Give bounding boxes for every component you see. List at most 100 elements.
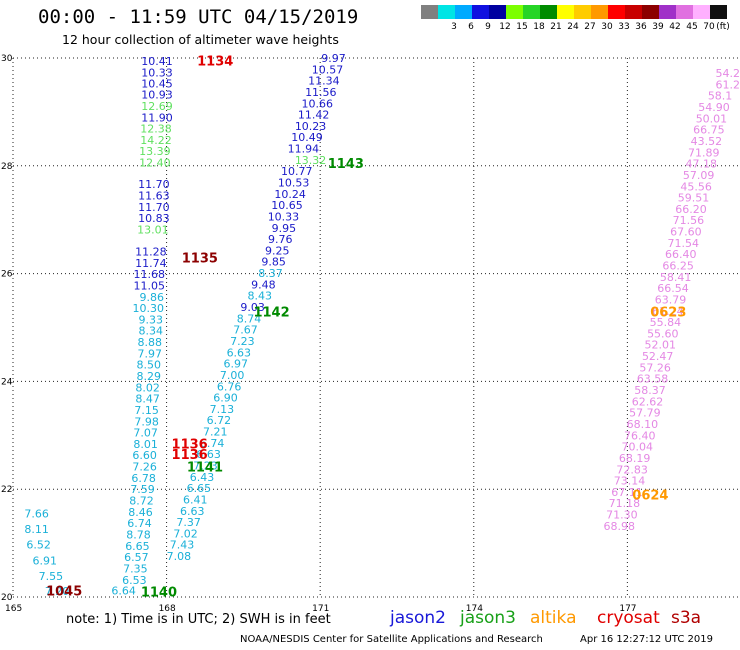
legend-altika: altika bbox=[530, 608, 577, 628]
data-point-label: 54.2 bbox=[716, 67, 740, 80]
data-point-label: 47.18 bbox=[685, 158, 717, 171]
data-point-label: 58.1 bbox=[708, 90, 733, 103]
data-point-label: 6.53 bbox=[122, 574, 147, 587]
colorbar-swatch bbox=[438, 5, 455, 19]
data-point-label: 11.90 bbox=[141, 111, 173, 124]
data-point-label: 9.25 bbox=[265, 244, 290, 257]
y-tick-label: 26 bbox=[1, 270, 13, 280]
colorbar-swatch bbox=[540, 5, 557, 19]
data-point-label: 10.66 bbox=[301, 97, 333, 110]
data-point-label: 76.40 bbox=[624, 429, 656, 442]
data-point-label: 57.26 bbox=[639, 361, 671, 374]
colorbar-swatch bbox=[421, 5, 438, 19]
data-point-label: 66.54 bbox=[657, 282, 689, 295]
data-point-label: 7.98 bbox=[134, 415, 159, 428]
colorbar-swatch bbox=[489, 5, 506, 19]
colorbar-swatch bbox=[574, 5, 591, 19]
data-point-label: 11.05 bbox=[134, 279, 166, 292]
data-point-label: 59.51 bbox=[678, 192, 710, 205]
colorbar-unit: (ft) bbox=[716, 22, 730, 32]
data-point-label: 8.88 bbox=[137, 336, 162, 349]
data-point-label: 8.47 bbox=[135, 393, 160, 406]
x-tick-label: 171 bbox=[312, 604, 329, 614]
data-point-label: 57.79 bbox=[629, 407, 661, 420]
data-point-label: 10.57 bbox=[312, 63, 344, 76]
data-point-label: 9.86 bbox=[140, 291, 165, 304]
data-point-label: 12.40 bbox=[139, 157, 171, 170]
data-point-label: 7.35 bbox=[123, 562, 148, 575]
data-point-label: 11.56 bbox=[305, 86, 337, 99]
data-point-label: 66.25 bbox=[662, 260, 694, 273]
colorbar-swatch bbox=[710, 5, 727, 19]
data-point-label: 11.34 bbox=[308, 75, 340, 88]
colorbar-label: 30 bbox=[601, 22, 613, 32]
data-point-label: 8.46 bbox=[128, 506, 153, 519]
data-point-label: 71.89 bbox=[688, 146, 720, 159]
data-point-label: 9.76 bbox=[268, 233, 293, 246]
colorbar-label: 27 bbox=[584, 22, 596, 32]
data-point-label: 66.40 bbox=[665, 248, 697, 261]
legend-jason3: jason3 bbox=[460, 608, 516, 628]
data-point-label: 10.93 bbox=[141, 89, 173, 102]
data-point-label: 10.65 bbox=[271, 199, 303, 212]
data-point-label: 7.55 bbox=[39, 570, 64, 583]
data-point-label: 10.30 bbox=[133, 302, 165, 315]
data-point-label: 11.68 bbox=[134, 268, 166, 281]
x-tick-label: 168 bbox=[159, 604, 176, 614]
colorbar-swatch bbox=[591, 5, 608, 19]
footnote: note: 1) Time is in UTC; 2) SWH is in fe… bbox=[66, 612, 331, 627]
data-point-label: 67.11 bbox=[611, 486, 643, 499]
data-point-label: 7.66 bbox=[24, 507, 49, 520]
data-point-label: 10.33 bbox=[141, 67, 173, 80]
data-point-label: 63.79 bbox=[655, 293, 687, 306]
data-point-label: 10.41 bbox=[141, 55, 173, 68]
colorbar-swatch bbox=[625, 5, 642, 19]
colorbar-label: 42 bbox=[669, 22, 681, 32]
pass-number-label: 1134 bbox=[197, 55, 233, 70]
pass-number-label: 1140 bbox=[141, 586, 177, 601]
data-point-label: 7.08 bbox=[167, 550, 192, 563]
pass-number-label: 1142 bbox=[253, 305, 289, 320]
data-point-label: 7.97 bbox=[137, 347, 162, 360]
data-point-label: 8.74 bbox=[237, 312, 262, 325]
data-point-label: 7.43 bbox=[170, 539, 195, 552]
data-point-label: 52.47 bbox=[642, 350, 674, 363]
page-subtitle: 12 hour collection of altimeter wave hei… bbox=[62, 32, 339, 47]
data-point-label: 10.49 bbox=[291, 131, 323, 144]
data-point-label: 6.65 bbox=[125, 540, 150, 553]
data-point-label: 11.70 bbox=[138, 178, 170, 191]
data-point-label: 6.74 bbox=[127, 517, 152, 530]
data-point-label: 10.83 bbox=[138, 212, 170, 225]
colorbar-swatch bbox=[472, 5, 489, 19]
data-point-label: 55.60 bbox=[647, 327, 679, 340]
data-point-label: 50.01 bbox=[696, 112, 728, 125]
pass-number-label: 1136 bbox=[172, 448, 208, 463]
data-point-label: 11.42 bbox=[298, 109, 330, 122]
data-point-label: 10.33 bbox=[268, 210, 300, 223]
data-point-label: 6.63 bbox=[180, 505, 205, 518]
colorbar-label: 12 bbox=[499, 22, 511, 32]
data-point-label: 8.37 bbox=[258, 267, 283, 280]
data-point-label: 8.50 bbox=[136, 359, 161, 372]
data-point-label: 6.74 bbox=[200, 437, 225, 450]
data-point-label: 6.41 bbox=[183, 493, 208, 506]
legend-jason2: jason2 bbox=[390, 608, 446, 628]
colorbar-label: 24 bbox=[567, 22, 579, 32]
credit-line: NOAA/NESDIS Center for Satellite Applica… bbox=[240, 634, 543, 645]
colorbar-label: 45 bbox=[686, 22, 698, 32]
data-point-label: 9.85 bbox=[261, 256, 286, 269]
data-point-label: 8.72 bbox=[129, 495, 154, 508]
x-tick-label: 177 bbox=[619, 604, 636, 614]
data-point-label: 7.02 bbox=[173, 527, 198, 540]
data-point-label: 71.18 bbox=[609, 497, 641, 510]
data-point-label: 11.28 bbox=[135, 246, 167, 259]
data-point-label: 73.14 bbox=[614, 475, 646, 488]
data-point-label: 9.33 bbox=[139, 313, 164, 326]
data-point-label: 9.95 bbox=[272, 222, 297, 235]
data-point-label: 45.56 bbox=[680, 180, 712, 193]
data-point-label: 6.65 bbox=[187, 482, 212, 495]
data-point-label: 7.23 bbox=[193, 459, 218, 472]
data-point-label: 7.21 bbox=[203, 426, 228, 439]
data-point-label: 8.78 bbox=[126, 528, 151, 541]
